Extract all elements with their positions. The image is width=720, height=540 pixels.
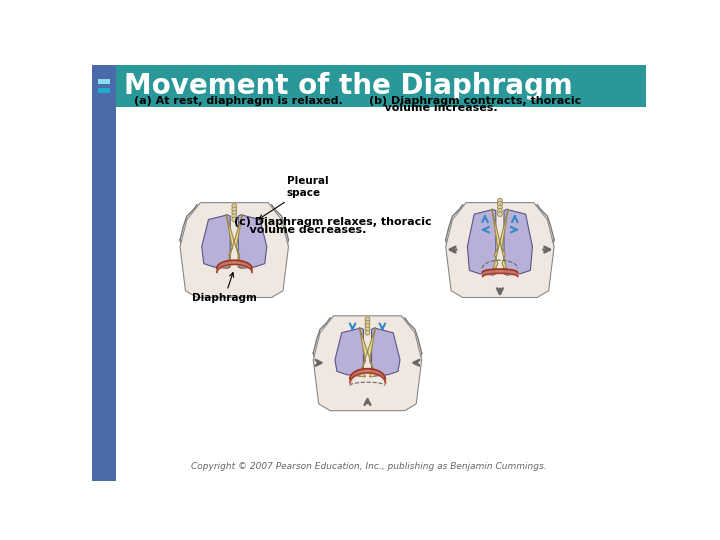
Text: volume increases.: volume increases. bbox=[369, 103, 498, 113]
Polygon shape bbox=[180, 202, 289, 298]
Polygon shape bbox=[372, 328, 400, 376]
FancyBboxPatch shape bbox=[98, 79, 110, 84]
Circle shape bbox=[232, 217, 237, 222]
Circle shape bbox=[232, 204, 237, 208]
Text: (b) Diaphragm contracts, thoracic: (b) Diaphragm contracts, thoracic bbox=[369, 96, 581, 106]
Circle shape bbox=[498, 212, 503, 217]
Text: Copyright © 2007 Pearson Education, Inc., publishing as Benjamin Cummings.: Copyright © 2007 Pearson Education, Inc.… bbox=[192, 462, 546, 471]
Circle shape bbox=[365, 323, 370, 328]
Circle shape bbox=[365, 330, 370, 335]
Circle shape bbox=[498, 205, 503, 210]
Polygon shape bbox=[446, 202, 554, 298]
Circle shape bbox=[498, 201, 503, 206]
FancyBboxPatch shape bbox=[98, 87, 110, 93]
Text: Pleural
space: Pleural space bbox=[259, 177, 328, 219]
Polygon shape bbox=[359, 327, 376, 377]
Text: (c) Diaphragm relaxes, thoracic: (c) Diaphragm relaxes, thoracic bbox=[234, 217, 432, 227]
Text: Diaphragm: Diaphragm bbox=[192, 273, 257, 303]
Circle shape bbox=[232, 207, 237, 212]
FancyBboxPatch shape bbox=[92, 65, 647, 107]
Polygon shape bbox=[226, 214, 243, 268]
Polygon shape bbox=[238, 215, 267, 268]
Polygon shape bbox=[202, 215, 230, 268]
Circle shape bbox=[365, 327, 370, 332]
Circle shape bbox=[498, 198, 503, 203]
Circle shape bbox=[365, 317, 370, 322]
Polygon shape bbox=[335, 328, 364, 376]
FancyBboxPatch shape bbox=[117, 107, 647, 481]
Polygon shape bbox=[467, 210, 496, 275]
Text: volume decreases.: volume decreases. bbox=[234, 225, 366, 235]
FancyBboxPatch shape bbox=[92, 65, 117, 107]
Circle shape bbox=[232, 214, 237, 219]
Text: Movement of the Diaphragm: Movement of the Diaphragm bbox=[124, 72, 573, 100]
FancyBboxPatch shape bbox=[92, 65, 117, 481]
Polygon shape bbox=[492, 209, 508, 275]
Polygon shape bbox=[504, 210, 532, 275]
Circle shape bbox=[498, 208, 503, 213]
Polygon shape bbox=[313, 316, 422, 411]
Text: (a) At rest, diaphragm is relaxed.: (a) At rest, diaphragm is relaxed. bbox=[134, 96, 343, 106]
Circle shape bbox=[232, 211, 237, 215]
Circle shape bbox=[365, 320, 370, 325]
